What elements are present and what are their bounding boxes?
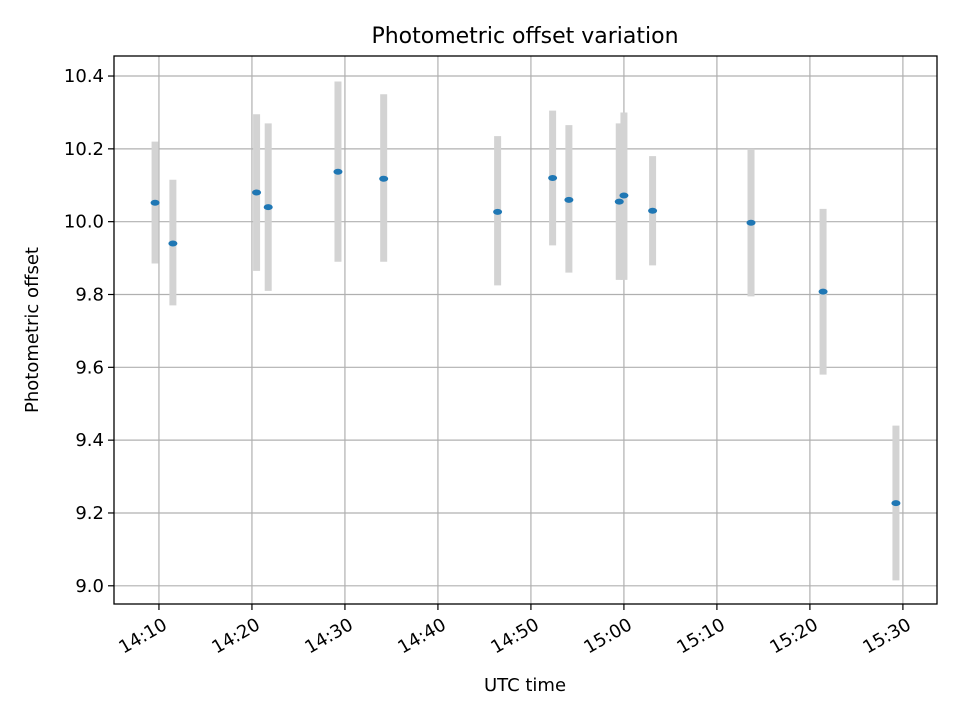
data-point [619, 192, 629, 199]
data-point [252, 189, 262, 196]
y-tick-label: 9.6 [75, 357, 104, 378]
y-tick-label: 9.2 [75, 503, 104, 524]
data-point [614, 198, 624, 205]
y-tick-label: 10.0 [64, 212, 104, 233]
chart-title: Photometric offset variation [371, 24, 678, 49]
data-point [648, 207, 658, 214]
y-tick-label: 9.4 [75, 430, 104, 451]
data-point [818, 288, 828, 295]
x-axis-label: UTC time [484, 675, 566, 696]
data-point [150, 199, 160, 206]
data-point [263, 204, 273, 211]
data-point [548, 174, 558, 181]
y-axis-ticks: 9.0 9.2 9.4 9.6 9.8 10.0 10.2 10.4 [64, 66, 114, 597]
data-point [564, 196, 574, 203]
y-tick-label: 10.4 [64, 66, 104, 87]
data-point [891, 500, 901, 507]
plot-frame [113, 55, 938, 605]
y-tick-label: 9.0 [75, 576, 104, 597]
y-axis-label: Photometric offset [22, 247, 43, 413]
data-point [168, 240, 178, 247]
data-point [493, 208, 503, 215]
data-point [379, 175, 389, 182]
y-tick-label: 9.8 [75, 284, 104, 305]
y-tick-label: 10.2 [64, 139, 104, 160]
data-point [333, 168, 343, 175]
data-points [150, 168, 901, 507]
data-point [746, 219, 756, 226]
